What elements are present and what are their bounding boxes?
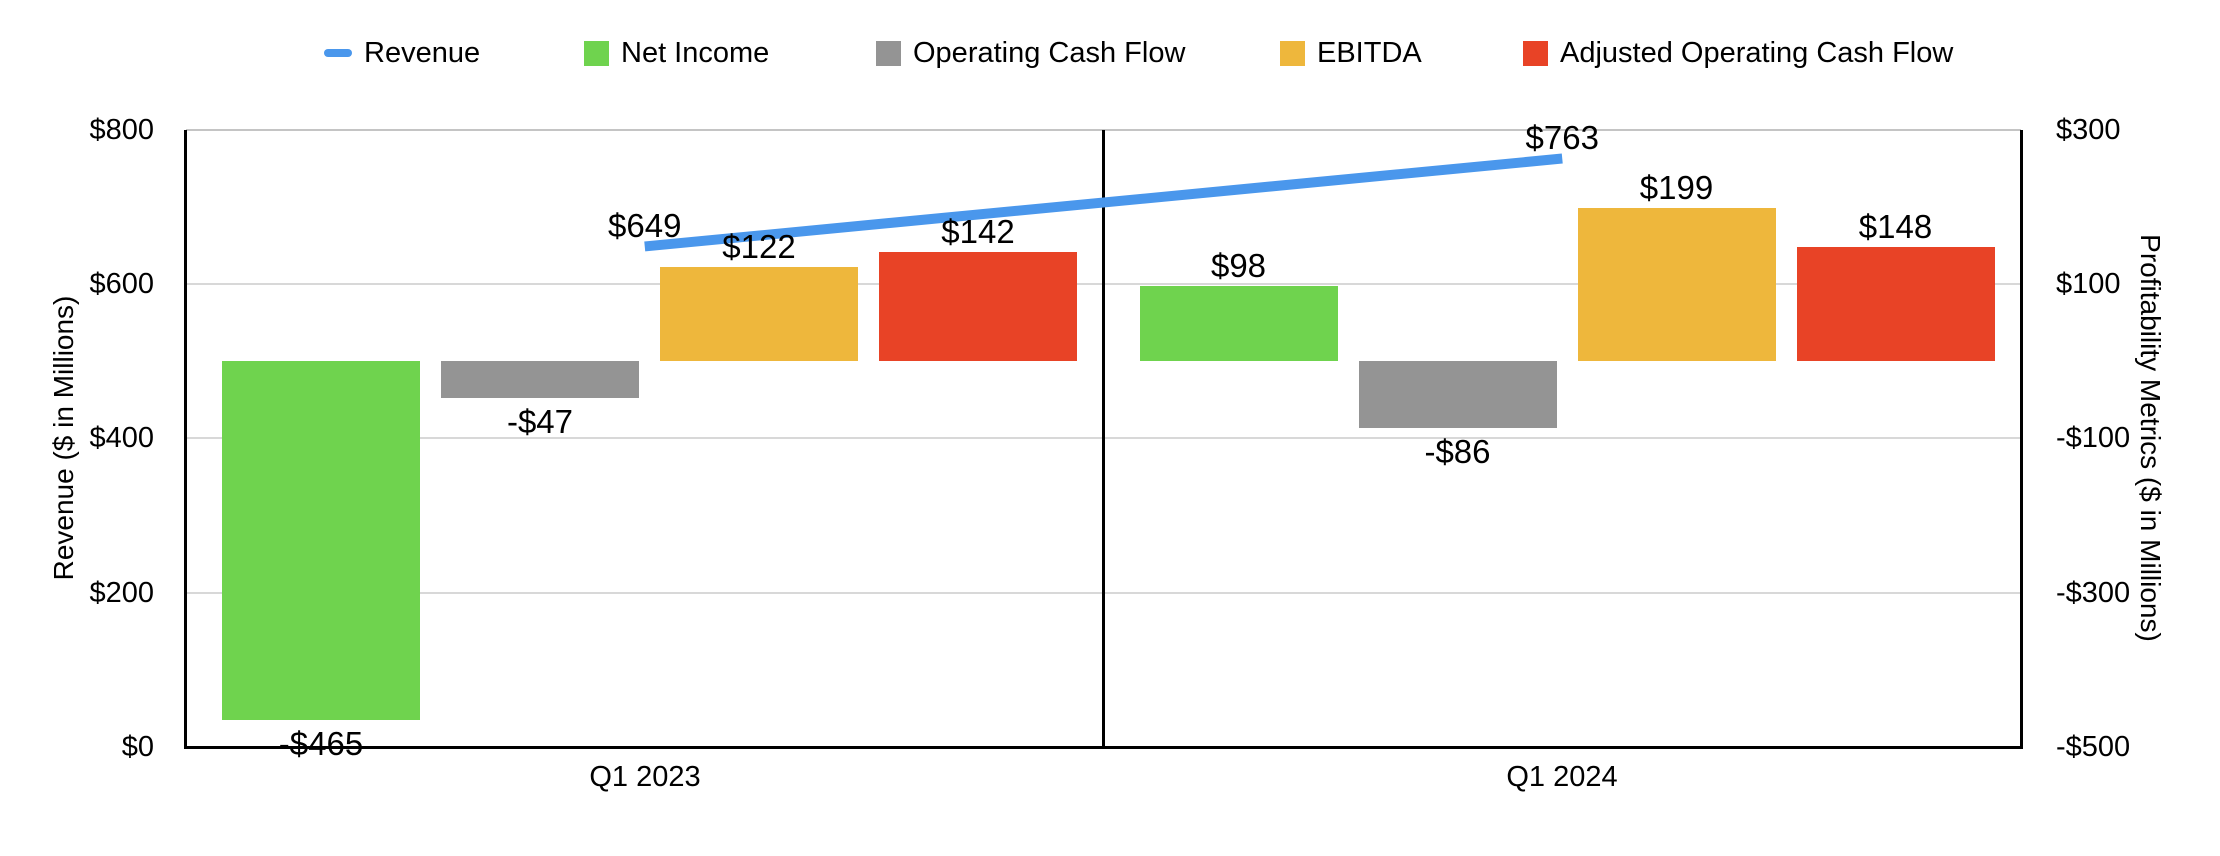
data-label-adjusted-operating-cash-flow-q1-2024: $148 xyxy=(1858,208,1933,246)
legend-label-net-income: Net Income xyxy=(621,36,770,69)
right-axis-tick: -$500 xyxy=(2056,731,2131,763)
left-axis-title: Revenue ($ in Millions) xyxy=(48,295,79,581)
left-axis-tick: $400 xyxy=(89,422,154,454)
data-label-ebitda-q1-2024: $199 xyxy=(1639,168,1714,206)
right-axis-tick: -$300 xyxy=(2056,577,2131,609)
legend-label-revenue: Revenue xyxy=(364,36,481,69)
legend-item-adjusted-operating-cash-flow[interactable]: Adjusted Operating Cash Flow xyxy=(1523,37,1953,69)
ebitda-swatch-icon xyxy=(1280,40,1305,66)
left-axis-tick: $0 xyxy=(121,731,154,763)
legend-item-net-income[interactable]: Net Income xyxy=(584,37,769,69)
right-axis-tick: -$100 xyxy=(2056,422,2131,454)
legend-item-revenue[interactable]: Revenue xyxy=(324,37,480,69)
data-label-operating-cash-flow-q1-2023: -$47 xyxy=(506,402,574,440)
data-label-net-income-q1-2023: -$465 xyxy=(278,725,364,762)
legend-item-ebitda[interactable]: EBITDA xyxy=(1280,37,1422,69)
data-label-revenue-q1-2023: $649 xyxy=(608,206,682,244)
left-axis-tick: $200 xyxy=(89,577,154,609)
bar-net-income-q1-2023 xyxy=(222,361,420,720)
operating-cash-flow-swatch-icon xyxy=(876,40,901,66)
data-label-adjusted-operating-cash-flow-q1-2023: $142 xyxy=(941,212,1015,250)
right-axis-title: Profitability Metrics ($ in Millions) xyxy=(2135,234,2166,642)
bar-operating-cash-flow-q1-2023 xyxy=(441,361,639,398)
left-axis-tick: $600 xyxy=(89,268,154,300)
bar-adjusted-operating-cash-flow-q1-2024 xyxy=(1796,247,1995,362)
revenue-line-swatch-icon xyxy=(324,49,352,57)
x-axis-label-q1-2024: Q1 2024 xyxy=(1506,761,1618,793)
data-label-net-income-q1-2024: $98 xyxy=(1210,246,1267,284)
left-axis-tick: $800 xyxy=(89,114,154,146)
right-axis-line xyxy=(2020,130,2023,749)
legend-label-ebitda: EBITDA xyxy=(1317,36,1422,69)
bar-operating-cash-flow-q1-2024 xyxy=(1358,361,1557,428)
category-divider-line xyxy=(1102,130,1105,747)
adjusted-operating-cash-flow-swatch-icon xyxy=(1523,40,1548,66)
bottom-axis-line xyxy=(184,746,2023,749)
bar-ebitda-q1-2023 xyxy=(660,267,858,362)
data-label-ebitda-q1-2023: $122 xyxy=(722,228,796,266)
x-axis-label-q1-2023: Q1 2023 xyxy=(589,761,701,793)
net-income-swatch-icon xyxy=(584,40,609,66)
right-axis-tick: $100 xyxy=(2056,268,2121,300)
right-axis-tick: $300 xyxy=(2056,114,2121,146)
data-label-revenue-q1-2024: $763 xyxy=(1525,119,1599,157)
legend-label-operating-cash-flow: Operating Cash Flow xyxy=(913,36,1186,69)
bar-adjusted-operating-cash-flow-q1-2023 xyxy=(879,251,1077,362)
left-axis-line xyxy=(184,130,187,747)
legend-label-adjusted-operating-cash-flow: Adjusted Operating Cash Flow xyxy=(1560,36,1954,69)
bar-net-income-q1-2024 xyxy=(1139,285,1338,362)
legend-item-operating-cash-flow[interactable]: Operating Cash Flow xyxy=(876,37,1185,69)
